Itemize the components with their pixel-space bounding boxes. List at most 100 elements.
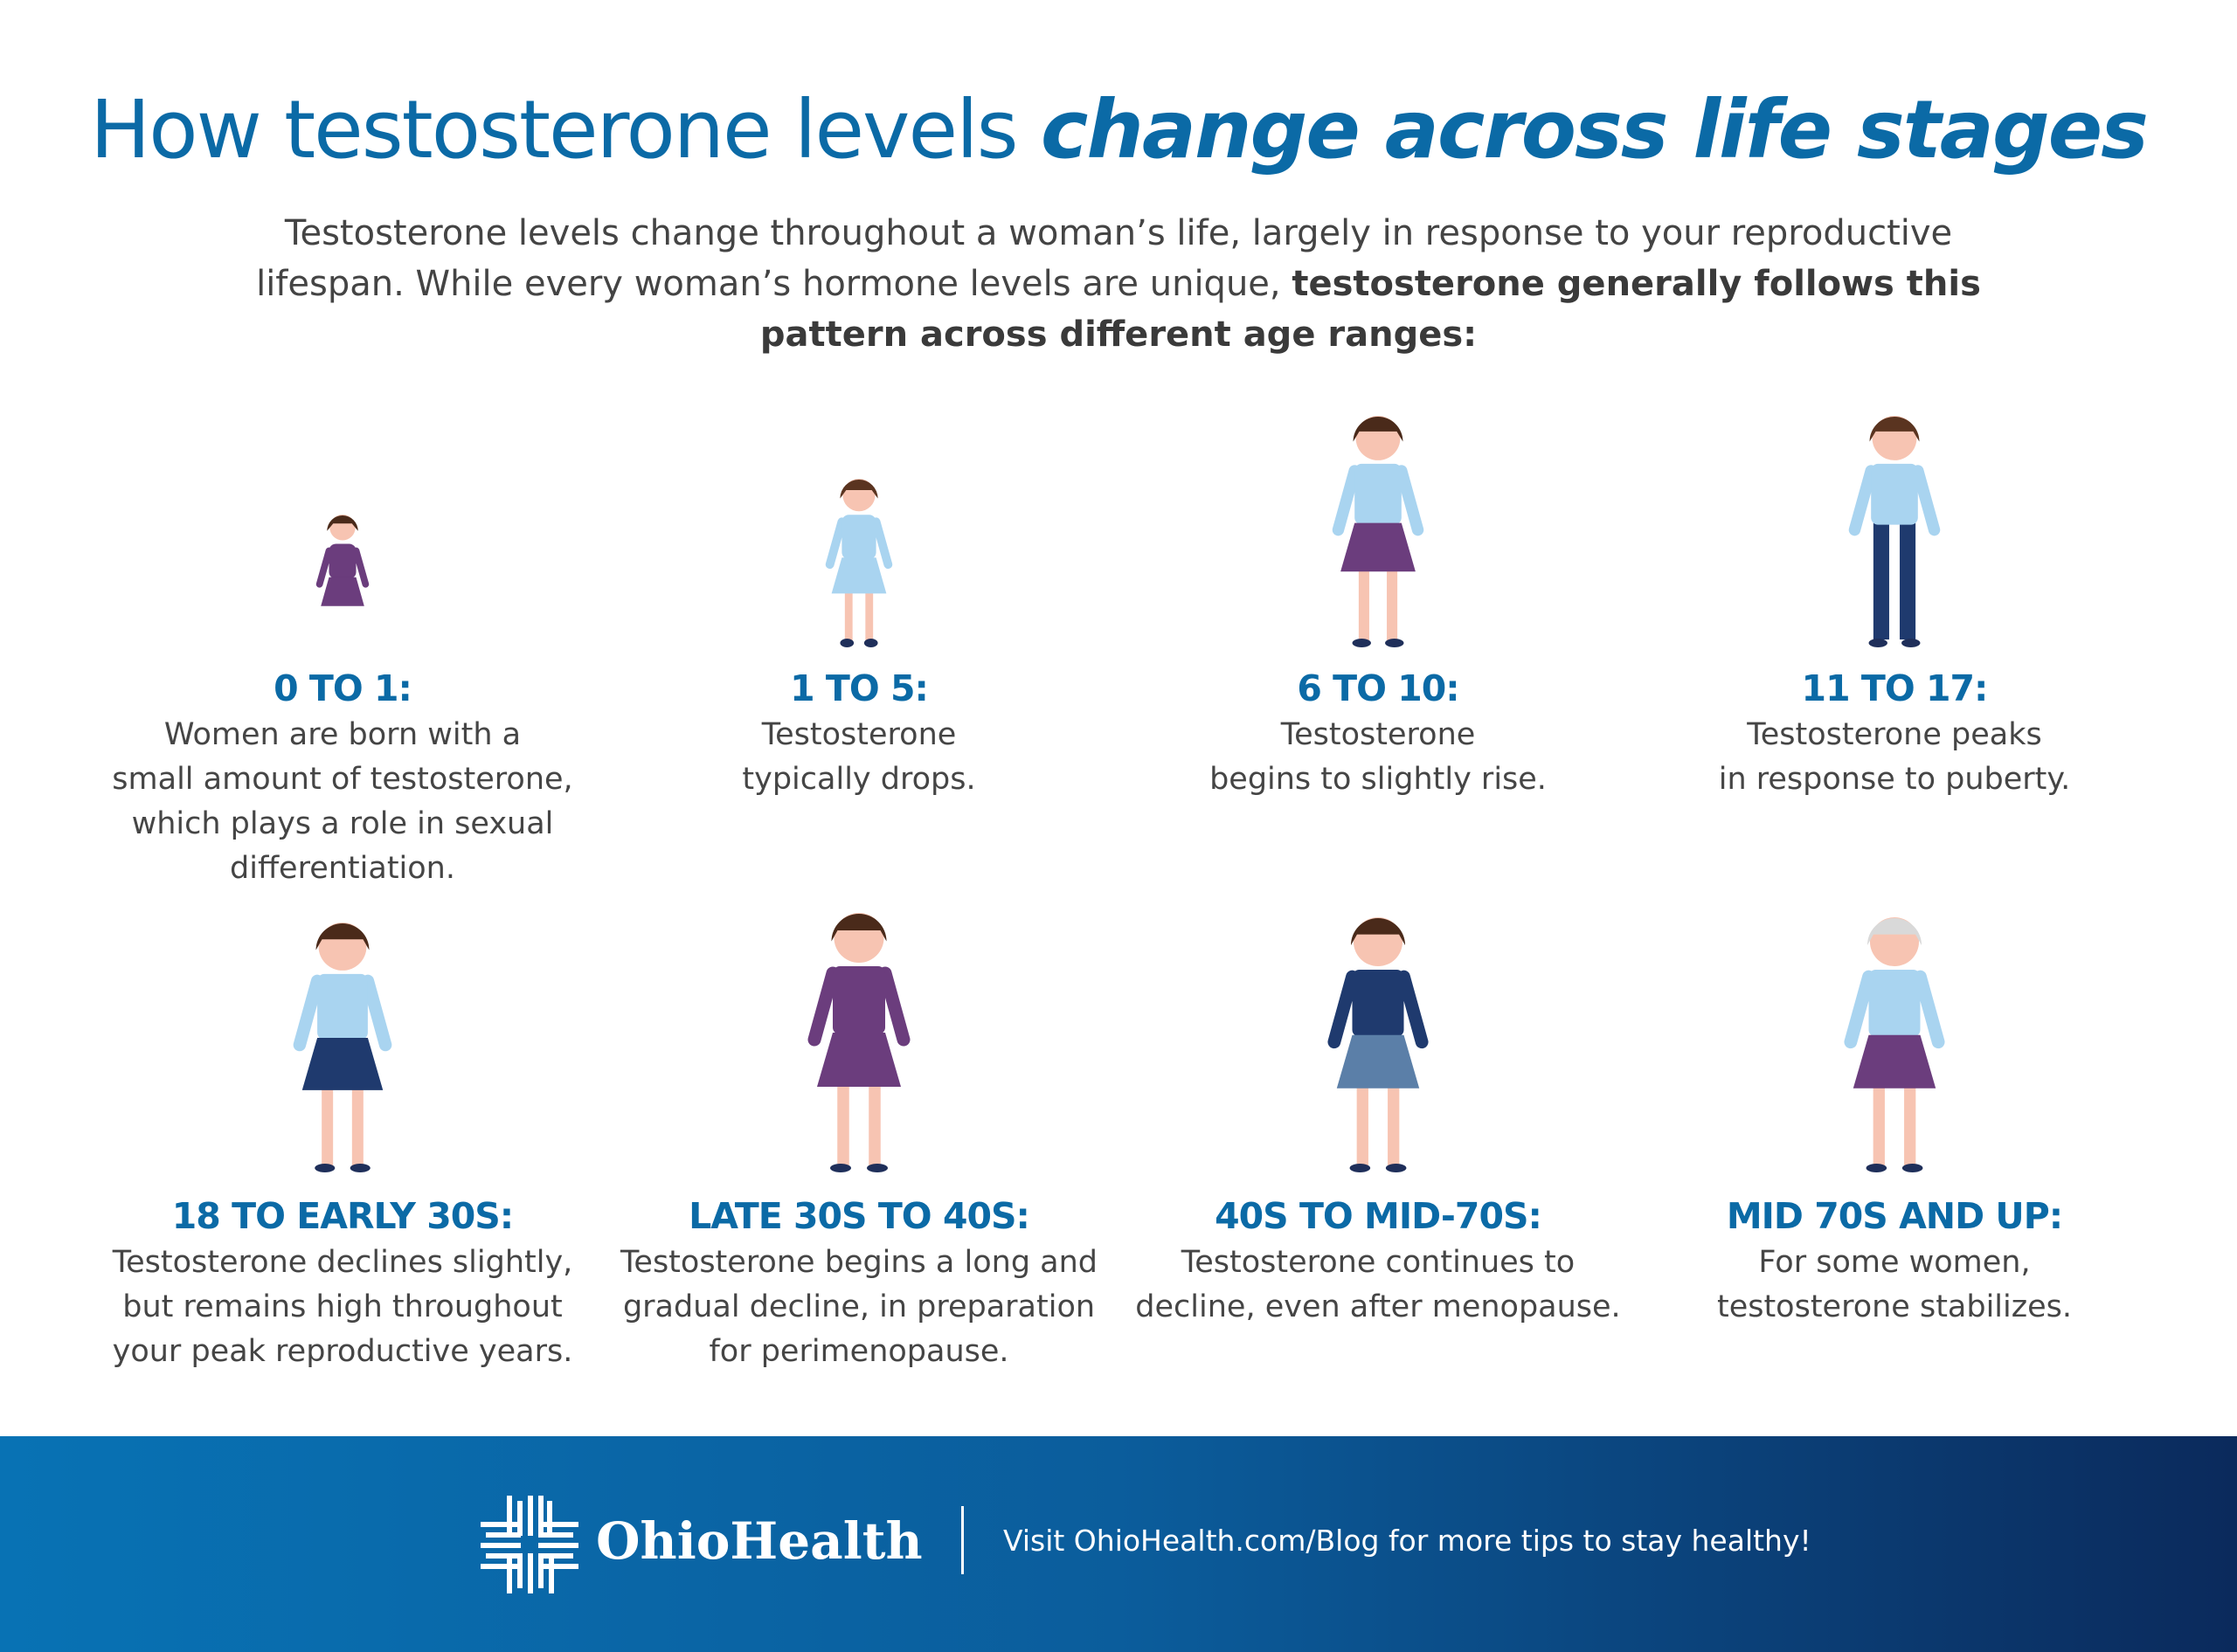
figure-part bbox=[1871, 463, 1918, 525]
figure-part bbox=[1873, 1084, 1885, 1166]
figure-part bbox=[825, 517, 847, 570]
figure bbox=[1327, 917, 1429, 1172]
intro-text: Testosterone levels change throughout a … bbox=[256, 213, 1953, 304]
stage-description: Testosterone begins a long and bbox=[620, 1245, 1098, 1280]
figure bbox=[807, 913, 911, 1172]
stage-description: for perimenopause. bbox=[709, 1334, 1009, 1369]
figure-part bbox=[1336, 1034, 1420, 1089]
stage-description: Testosterone bbox=[1280, 717, 1476, 752]
title: How testosterone levels change across li… bbox=[0, 83, 2237, 176]
stage-description: typically drops. bbox=[742, 762, 976, 797]
stage-description: small amount of testosterone, bbox=[112, 762, 573, 797]
figure-part bbox=[1352, 639, 1371, 647]
figure-part bbox=[1853, 1034, 1936, 1089]
figure-part bbox=[831, 557, 887, 594]
intro-emphasis: testosterone generally follows this patt… bbox=[759, 264, 1981, 355]
figure-part bbox=[1396, 465, 1424, 536]
logo bbox=[481, 1496, 578, 1593]
stage: 6 TO 10: Testosterone begins to slightly r… bbox=[1116, 664, 1640, 802]
stage: MID 70S AND UP: For some women, testostero… bbox=[1632, 1192, 2157, 1330]
brand: OhioHealth bbox=[596, 1511, 923, 1571]
figure-part bbox=[1388, 1084, 1400, 1166]
figure-part bbox=[833, 966, 885, 1034]
figure-part bbox=[1901, 639, 1921, 647]
stage: 0 TO 1: Women are born with a small amount… bbox=[80, 664, 605, 891]
title-text: How testosterone levels bbox=[90, 83, 1018, 176]
stage-label: MID 70S AND UP: bbox=[1726, 1195, 2063, 1237]
stage-description: begins to slightly rise. bbox=[1209, 762, 1547, 797]
stage-label: 11 TO 17: bbox=[1801, 667, 1989, 709]
figure-part bbox=[361, 974, 392, 1052]
stage-label: 18 TO EARLY 30S: bbox=[171, 1195, 514, 1237]
figure-part bbox=[844, 590, 853, 641]
stage-label: 0 TO 1: bbox=[274, 667, 412, 709]
figure-part bbox=[817, 1033, 901, 1087]
figure-part bbox=[321, 577, 364, 606]
figure-part bbox=[1385, 639, 1404, 647]
intro: Testosterone levels change throughout a … bbox=[227, 208, 2010, 360]
figure bbox=[293, 923, 392, 1172]
stage-description: Testosterone continues to bbox=[1181, 1245, 1576, 1280]
stage-description: gradual decline, in preparation bbox=[622, 1289, 1096, 1324]
figure-part bbox=[317, 973, 368, 1040]
figure-part bbox=[1349, 1164, 1371, 1172]
stage-description: Women are born with a bbox=[163, 717, 522, 752]
figure-part bbox=[1327, 970, 1359, 1049]
figure-part bbox=[1332, 465, 1361, 536]
figure-part bbox=[301, 1038, 384, 1090]
figure-part bbox=[315, 923, 370, 950]
figure-part bbox=[807, 966, 840, 1047]
stage: 18 TO EARLY 30S: Testosterone declines sl… bbox=[80, 1192, 605, 1374]
figure-part bbox=[1868, 639, 1887, 647]
stage-label: 40S TO MID-70S: bbox=[1215, 1195, 1542, 1237]
stage-label: 6 TO 10: bbox=[1297, 667, 1459, 709]
figure bbox=[1848, 416, 1941, 647]
stage-label: 1 TO 5: bbox=[790, 667, 929, 709]
figure-part bbox=[1904, 1084, 1916, 1166]
figure-part bbox=[293, 974, 324, 1052]
stage-description: your peak reproductive years. bbox=[112, 1334, 573, 1369]
stage-description: testosterone stabilizes. bbox=[1716, 1289, 2073, 1324]
figure-part bbox=[878, 966, 911, 1047]
stage-description: Testosterone peaks bbox=[1747, 717, 2042, 752]
figure-part bbox=[329, 543, 357, 579]
figure-part bbox=[1354, 463, 1402, 525]
stage-description: For some women, bbox=[1758, 1245, 2031, 1280]
figure-part bbox=[1356, 1084, 1368, 1166]
figure-part bbox=[327, 515, 358, 531]
stage-description: differentiation. bbox=[230, 851, 455, 886]
figure-part bbox=[1387, 568, 1398, 641]
figure-part bbox=[840, 639, 855, 647]
stage: LATE 30S TO 40S: Testosterone begins a lo… bbox=[597, 1192, 1121, 1374]
figure-part bbox=[352, 547, 370, 588]
figure-part bbox=[315, 547, 333, 588]
figure bbox=[1844, 917, 1945, 1172]
figure-part bbox=[350, 1164, 371, 1172]
stage-description: which plays a role in sexual bbox=[131, 806, 554, 841]
figure-part bbox=[831, 914, 887, 942]
title-emphasis: change across life stages bbox=[1040, 83, 2149, 176]
figure-part bbox=[1385, 1164, 1407, 1172]
stage-description: but remains high throughout bbox=[122, 1289, 563, 1324]
figure-part bbox=[1914, 970, 1945, 1049]
stage-description: Testosterone bbox=[761, 717, 957, 752]
figure-part bbox=[837, 1083, 849, 1166]
figure-part bbox=[871, 517, 893, 570]
footer: OhioHealth Visit OhioHealth.com/Blog for… bbox=[0, 1436, 2237, 1652]
figure-part bbox=[1912, 465, 1941, 536]
figure-part bbox=[1873, 522, 1889, 639]
figure bbox=[315, 515, 370, 606]
figure bbox=[1332, 416, 1424, 647]
figure-part bbox=[840, 480, 878, 499]
stage-description: Testosterone declines slightly, bbox=[112, 1245, 573, 1280]
figure-part bbox=[1358, 568, 1369, 641]
figure-part bbox=[865, 590, 874, 641]
stage: 40S TO MID-70S: Testosterone continues to… bbox=[1116, 1192, 1640, 1330]
figure-part bbox=[1900, 522, 1916, 639]
stage-label: LATE 30S TO 40S: bbox=[689, 1195, 1030, 1237]
figure bbox=[825, 479, 893, 647]
figure-part bbox=[315, 1164, 336, 1172]
stage-description: in response to puberty. bbox=[1718, 762, 2071, 797]
figure-part bbox=[863, 639, 878, 647]
figure-part bbox=[869, 1083, 881, 1166]
